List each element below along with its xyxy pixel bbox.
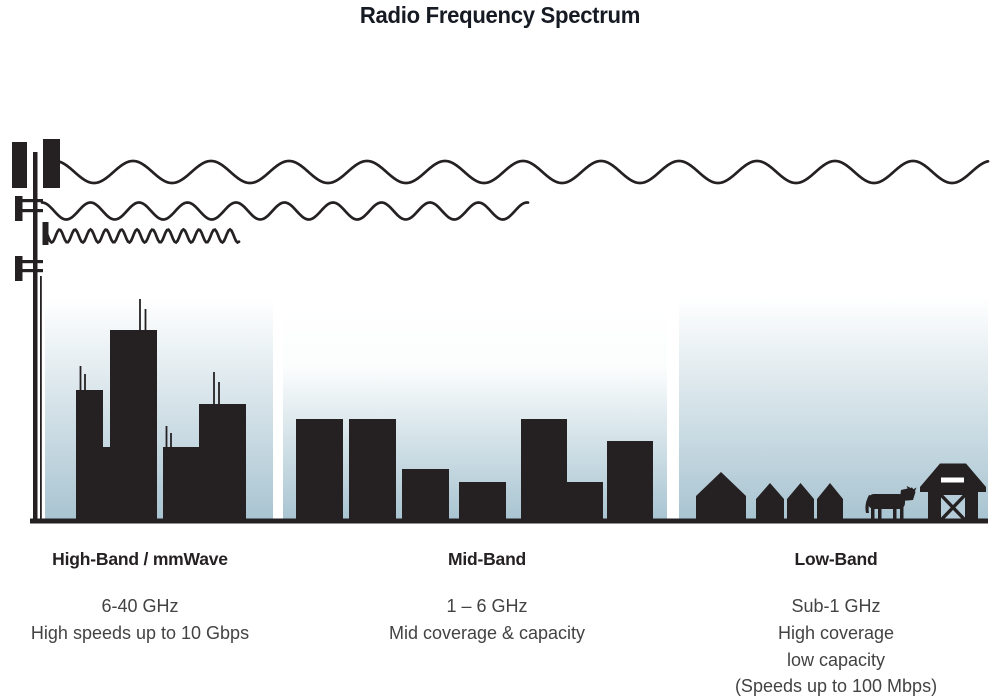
high-band-skyline: [76, 299, 246, 522]
antenna-panel-right: [43, 139, 60, 188]
barn-icon: [920, 463, 986, 522]
barn-roof-vent: [941, 477, 964, 483]
cow-body: [868, 494, 905, 509]
rooftop-antennas: [79, 299, 220, 449]
band-high-frequency: 6-40 GHz: [101, 596, 179, 616]
page-title: Radio Frequency Spectrum: [359, 2, 641, 28]
skyscraper: [76, 390, 103, 522]
cow-head: [900, 487, 916, 501]
antenna-panel-small: [15, 196, 23, 221]
house-icon: [756, 483, 784, 522]
barn-door-cross: [939, 493, 967, 522]
band-high-text: High-Band / mmWave 6-40 GHz High speeds …: [0, 550, 320, 647]
skyscraper: [199, 404, 246, 522]
tower-crossarm: [16, 209, 43, 213]
building: [459, 482, 506, 522]
band-mid-text: Mid-Band 1 – 6 GHz Mid coverage & capaci…: [307, 550, 667, 647]
band-low-description-2: low capacity: [786, 649, 886, 670]
cow-leg: [871, 507, 875, 520]
ground-line: [30, 518, 988, 524]
radio-waves: [40, 159, 990, 245]
band-mid-frequency: 1 – 6 GHz: [446, 596, 528, 616]
skyscraper: [103, 447, 111, 522]
house-icon: [696, 472, 746, 522]
house-icon: [817, 483, 843, 522]
band-mid-description: Mid coverage & capacity: [388, 622, 586, 643]
building: [521, 419, 567, 522]
band-low-text: Low-Band Sub-1 GHz High coverage low cap…: [656, 550, 1000, 700]
mid-band-wave: [40, 201, 530, 221]
band-high-description: High speeds up to 10 Gbps: [30, 622, 250, 643]
building: [607, 441, 653, 522]
tower-crossarm: [16, 199, 43, 203]
band-low-frequency: Sub-1 GHz: [791, 596, 881, 616]
house-icon: [787, 483, 814, 522]
mid-band-skyline: [296, 419, 653, 522]
tower-pole: [33, 152, 38, 522]
antenna-panel-small: [15, 256, 23, 281]
cow-leg: [900, 507, 904, 520]
skyscraper: [163, 447, 200, 522]
low-band-wave: [53, 159, 990, 185]
cow-ear: [912, 487, 917, 492]
band-mid-label: Mid-Band: [447, 549, 527, 569]
cell-tower-icon: [12, 139, 60, 522]
skyscraper: [110, 330, 157, 522]
high-band-wave: [42, 227, 241, 245]
band-high-label: High-Band / mmWave: [52, 549, 228, 569]
tower-crossarm: [16, 269, 43, 273]
band-low-description: High coverage: [777, 622, 895, 643]
building: [402, 469, 449, 522]
building: [296, 419, 343, 522]
cow-horn: [906, 486, 910, 489]
tower-pole-thin: [40, 276, 42, 522]
building: [567, 482, 603, 522]
band-low-label: Low-Band: [794, 549, 878, 569]
cow-leg: [893, 507, 897, 520]
antenna-panel-left: [12, 142, 27, 188]
cow-leg: [878, 507, 882, 520]
low-band-rural-scene: [696, 463, 986, 522]
cow-icon: [865, 486, 917, 520]
building: [349, 419, 396, 522]
band-low-speed: (Speeds up to 100 Mbps): [734, 676, 938, 697]
tower-crossarm: [16, 260, 43, 264]
